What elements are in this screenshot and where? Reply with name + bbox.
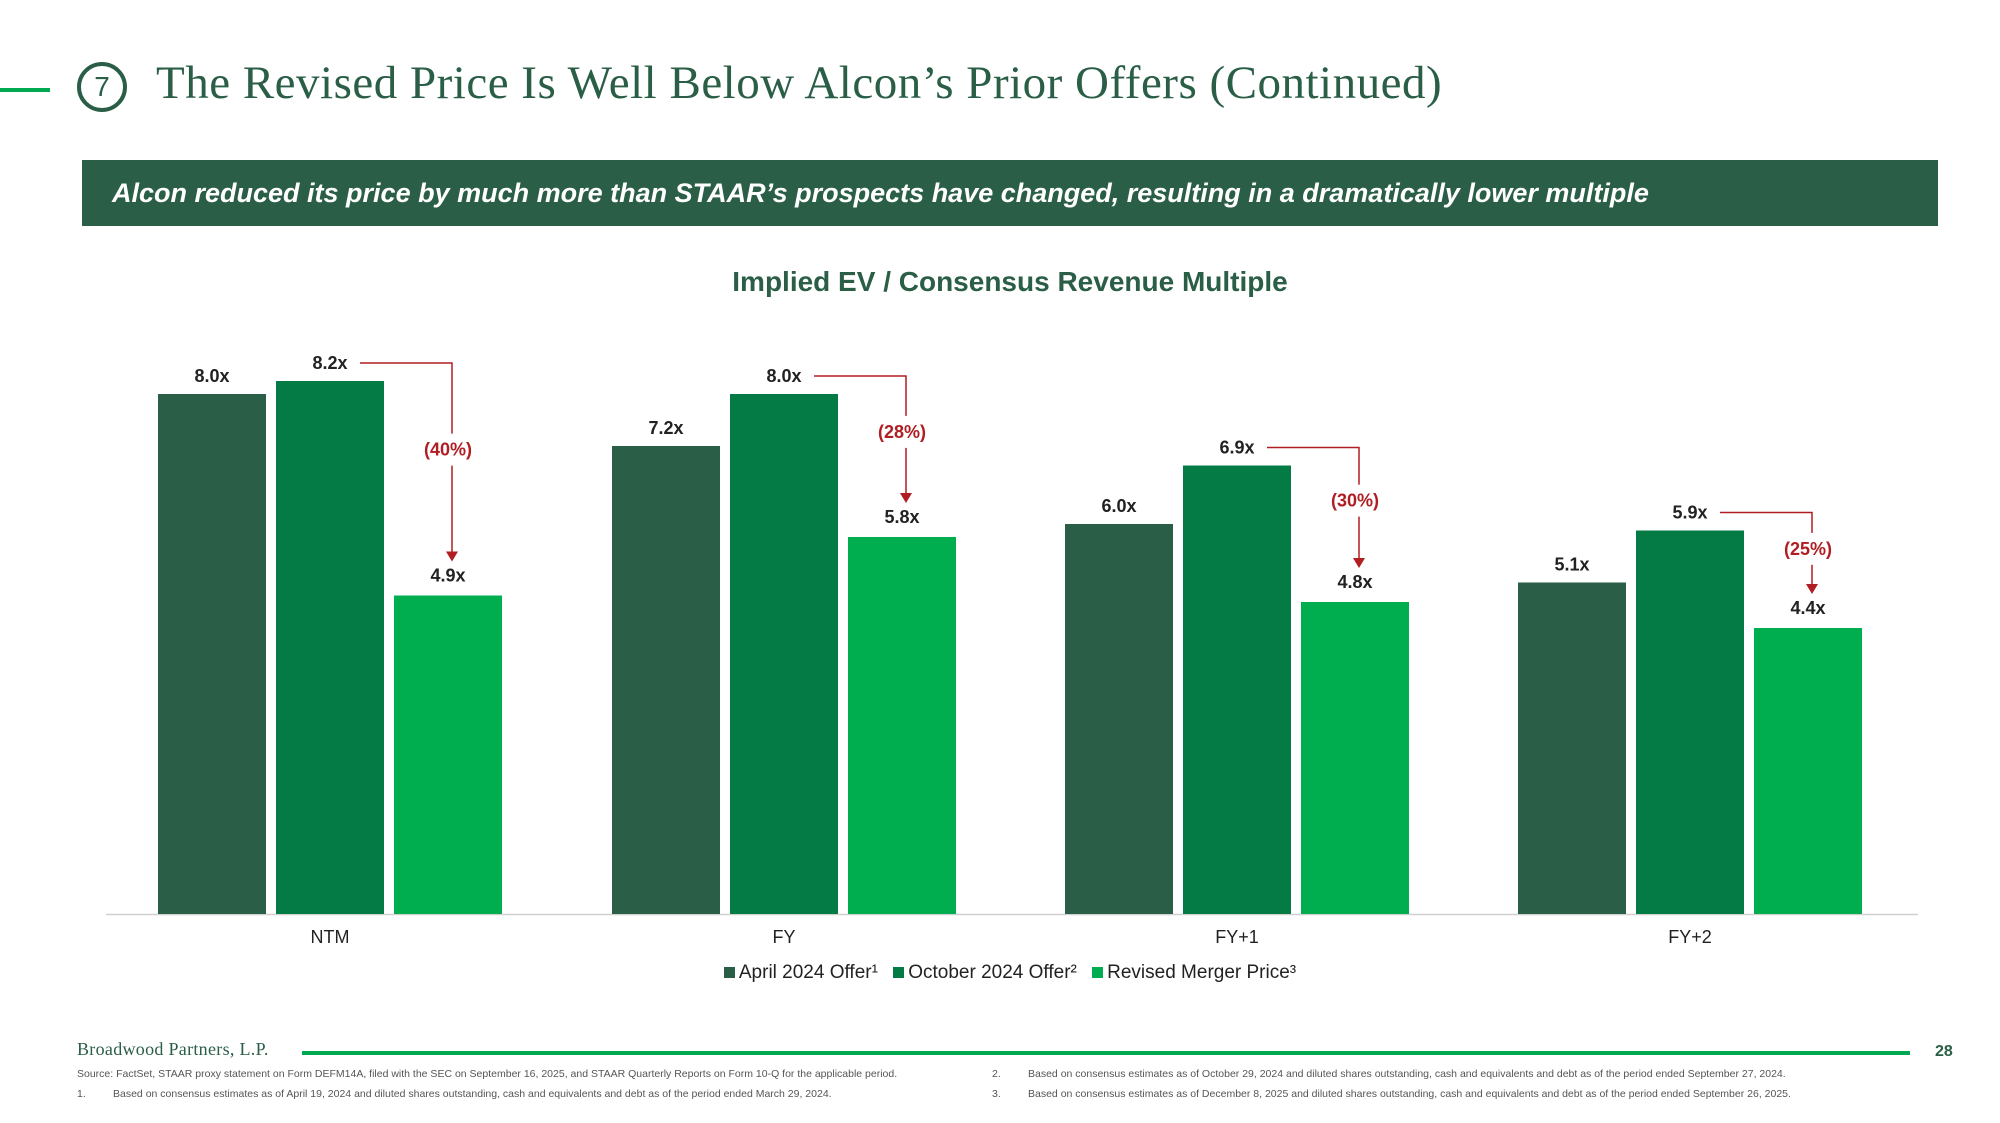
bar-fy2-october [1636,530,1744,914]
bar-fy2-april [1518,582,1626,914]
footnote-3-number: 3. [992,1088,1001,1100]
page-number: 28 [1935,1043,1953,1060]
reduction-connector-fy2 [1720,511,1813,533]
x-tick-label-fy1: FY+1 [1215,927,1259,947]
data-label-fy2-april: 5.1x [1554,555,1589,575]
bar-fy-april [612,446,720,914]
legend-swatch-april [723,967,735,978]
legend-swatch-october [893,967,905,978]
data-label-ntm-revised: 4.9x [430,566,465,586]
data-label-fy1-october: 6.9x [1219,438,1254,458]
reduction-pct-ntm: (40%) [424,440,472,460]
data-label-fy2-revised: 4.4x [1790,598,1825,618]
bar-ntm-april [158,394,266,914]
reduction-pct-fy: (28%) [878,422,926,442]
page-title: The Revised Price Is Well Below Alcon’s … [156,57,1443,109]
data-label-fy-april: 7.2x [648,418,683,438]
bar-fy2-revised [1754,628,1862,914]
headline-text: Alcon reduced its price by much more tha… [112,178,1649,208]
bar-fy1-revised [1301,602,1409,914]
reduction-arrowhead-fy1 [1353,558,1365,568]
data-label-fy1-april: 6.0x [1101,496,1136,516]
footnote-2: 2. Based on consensus estimates as of Oct… [992,1068,1786,1080]
footnote-2-number: 2. [992,1068,1001,1080]
reduction-connector-ntm [360,362,453,434]
legend-label-april: April 2024 Offer¹ [738,962,878,983]
footnote-source: Source: FactSet, STAAR proxy statement o… [77,1068,898,1080]
section-number: 7 [94,71,110,102]
bar-fy1-october [1183,465,1291,914]
legend-item-revised: Revised Merger Price³ [1092,962,1296,984]
chart-title: Implied EV / Consensus Revenue Multiple [732,266,1288,297]
section-number-badge: 7 [77,62,127,112]
footnote-2-text: Based on consensus estimates as of Octob… [1028,1068,1786,1080]
headline-banner: Alcon reduced its price by much more tha… [82,160,1938,226]
reduction-pct-fy1: (30%) [1331,491,1379,511]
legend-label-october: October 2024 Offer² [908,962,1077,983]
header-accent-line [0,88,50,92]
data-label-ntm-april: 8.0x [194,366,229,386]
footnote-1: 1. Based on consensus estimates as of Apr… [77,1088,832,1100]
reduction-connector-fy1 [1267,446,1360,485]
footnote-3-text: Based on consensus estimates as of Decem… [1028,1088,1791,1100]
x-tick-label-fy2: FY+2 [1668,927,1712,947]
reduction-arrowhead-ntm [446,551,458,562]
footnote-1-text: Based on consensus estimates as of April… [113,1088,832,1100]
data-label-ntm-october: 8.2x [312,353,347,373]
footnote-1-number: 1. [77,1088,86,1100]
footer-brand: Broadwood Partners, L.P. [77,1039,269,1059]
legend-item-october: October 2024 Offer² [893,962,1077,984]
footnote-3: 3. Based on consensus estimates as of Dec… [992,1088,1791,1100]
legend-label-revised: Revised Merger Price³ [1107,962,1297,983]
bar-fy-october [730,394,838,914]
reduction-connector-fy [814,375,907,416]
x-tick-label-fy: FY [772,927,795,947]
bar-ntm-revised [394,595,502,914]
bar-chart: 8.0x 8.2x 4.9x NTM (40%) 7.2x 8.0x 5.8x FY (28%) 6… [106,353,1918,947]
x-tick-label-ntm: NTM [311,927,350,947]
bar-ntm-october [276,381,384,914]
data-label-fy1-revised: 4.8x [1337,572,1372,592]
legend-item-april: April 2024 Offer¹ [723,962,878,984]
bar-fy-revised [848,537,956,914]
legend-swatch-revised [1092,967,1104,978]
bar-fy1-april [1065,524,1173,914]
reduction-arrowhead-fy2 [1806,584,1818,594]
reduction-arrowhead-fy [900,493,912,503]
reduction-pct-fy2: (25%) [1784,539,1832,559]
chart-legend: April 2024 Offer¹ October 2024 Offer² Re… [0,962,2000,984]
data-label-fy-revised: 5.8x [884,507,919,527]
footer-accent-line [302,1051,1910,1055]
data-label-fy-october: 8.0x [766,366,801,386]
data-label-fy2-october: 5.9x [1672,503,1707,523]
